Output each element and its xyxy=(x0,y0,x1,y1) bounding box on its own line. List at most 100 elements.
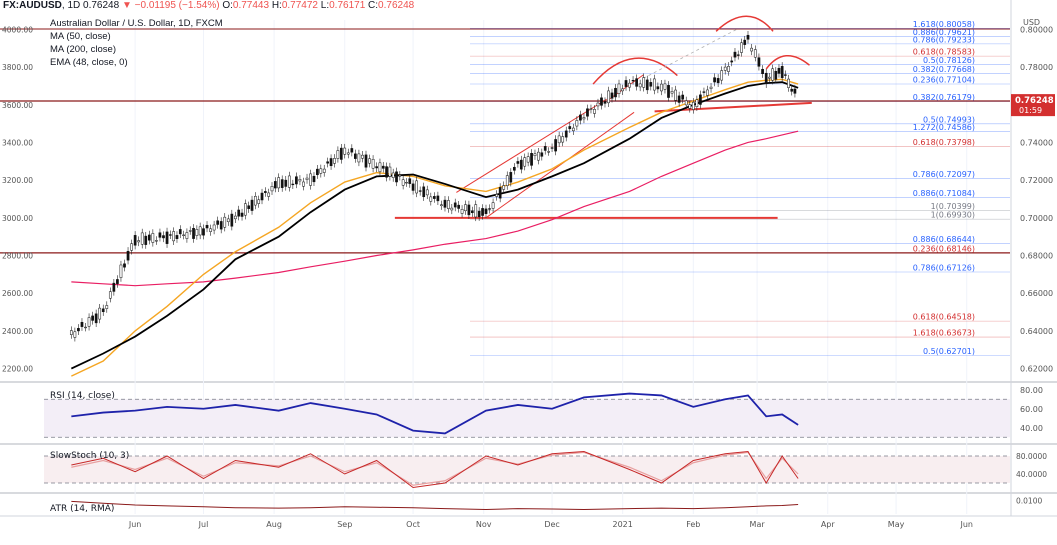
price-badge-value: 0.76248 xyxy=(1015,96,1054,106)
fib-level-label: 0.886(0.71084) xyxy=(913,189,975,198)
candle-body xyxy=(295,176,298,185)
candle-body xyxy=(350,148,354,153)
candle-body xyxy=(670,91,674,94)
candle-body xyxy=(147,234,151,241)
candle-body xyxy=(432,196,436,199)
candle-body xyxy=(312,175,316,183)
candle-body xyxy=(298,179,302,182)
candle-body xyxy=(603,101,607,104)
price-axis-label: 0.64000 xyxy=(1020,327,1053,336)
stoch-k-line xyxy=(71,450,799,489)
candle-body xyxy=(447,200,450,209)
candle-body xyxy=(488,208,491,210)
candle-body xyxy=(319,168,323,174)
candle-body xyxy=(436,195,440,202)
candle-body xyxy=(381,165,385,169)
candle-body xyxy=(784,74,787,76)
candle-body xyxy=(642,77,646,88)
candle-body xyxy=(589,108,593,110)
candle-body xyxy=(391,172,395,178)
fib-level-label: 0.236(0.77104) xyxy=(913,75,975,84)
candle-body xyxy=(212,224,216,231)
candle-body xyxy=(790,88,794,92)
price-badge-countdown: 01:59 xyxy=(1019,106,1042,115)
ema48-line xyxy=(71,78,799,377)
candle-body xyxy=(610,92,614,99)
candle-body xyxy=(244,203,247,216)
candle-body xyxy=(716,78,720,84)
candle-body xyxy=(168,234,172,236)
stoch-title: SlowStoch (10, 3) xyxy=(50,451,129,461)
candle-body xyxy=(635,78,638,87)
candle-body xyxy=(326,161,329,164)
fib-level-label: 0.886(0.68644) xyxy=(913,235,975,244)
candle-body xyxy=(165,231,169,244)
candle-body xyxy=(440,204,443,207)
price-axis-label: 0.78000 xyxy=(1020,63,1053,72)
candle-body xyxy=(677,95,681,103)
candle-body xyxy=(270,186,274,192)
legend-ma50[interactable]: MA (50, close) xyxy=(50,31,111,42)
candle-body xyxy=(395,171,398,183)
candle-body xyxy=(730,60,734,63)
candle-body xyxy=(582,117,586,120)
change-value: −0.01195 (−1.54%) xyxy=(134,0,220,11)
interval-label[interactable]: 1D xyxy=(67,0,81,11)
time-axis-label: May xyxy=(888,520,905,529)
left-axis-label: 3200.00 xyxy=(2,176,33,185)
candle-body xyxy=(516,161,520,164)
candle-body xyxy=(133,235,137,246)
price-series xyxy=(69,31,799,511)
candle-body xyxy=(505,175,509,186)
price-axis-label: 0.70000 xyxy=(1020,214,1053,223)
stoch-axis-label: 40.0000 xyxy=(1016,470,1047,479)
candle-body xyxy=(361,154,364,159)
candle-body xyxy=(219,221,223,230)
candle-body xyxy=(185,232,189,239)
candle-body xyxy=(537,151,540,161)
head-arc xyxy=(715,15,774,32)
legend-title[interactable]: Australian Dollar / U.S. Dollar, 1D, FXC… xyxy=(50,18,223,29)
candle-body xyxy=(464,204,467,212)
time-axis-label: 2021 xyxy=(613,520,633,529)
candle-body xyxy=(596,102,600,107)
candle-body xyxy=(267,192,271,197)
candle-body xyxy=(322,168,326,173)
candle-body xyxy=(457,204,461,209)
candle-body xyxy=(151,233,155,243)
candle-body xyxy=(607,90,610,104)
candle-body xyxy=(375,166,378,169)
fib-level-label: 1.618(0.80058) xyxy=(913,20,975,29)
candle-body xyxy=(429,196,433,202)
candle-body xyxy=(250,199,254,211)
rsi-axis-label: 60.00 xyxy=(1020,405,1043,414)
candle-body xyxy=(77,328,80,332)
time-axis-label: Oct xyxy=(406,520,420,529)
candle-body xyxy=(316,168,319,176)
candle-body xyxy=(188,230,192,232)
candle-body xyxy=(209,228,212,232)
candle-body xyxy=(600,97,603,106)
candle-body xyxy=(309,173,312,186)
candle-body xyxy=(137,240,141,243)
down-arrow-icon: ▼ xyxy=(121,0,132,11)
candle-body xyxy=(684,100,688,106)
candle-body xyxy=(182,234,185,236)
time-axis-label: Feb xyxy=(686,520,700,529)
candle-body xyxy=(260,192,264,201)
price-axis-label: 0.72000 xyxy=(1020,176,1053,185)
price-axis-label: 0.66000 xyxy=(1020,289,1053,298)
candle-body xyxy=(418,190,422,192)
candle-body xyxy=(101,308,105,313)
symbol-label[interactable]: FX:AUDUSD xyxy=(3,0,62,11)
legend-ma200[interactable]: MA (200, close) xyxy=(50,44,116,55)
left-axis-label: 2600.00 xyxy=(2,289,33,298)
candle-body xyxy=(368,158,371,164)
legend-ema48[interactable]: EMA (48, close, 0) xyxy=(50,57,128,68)
candle-body xyxy=(761,68,764,75)
candle-body xyxy=(481,208,484,216)
left-axis-label: 2400.00 xyxy=(2,327,33,336)
fib-level-label: 0.886(0.79621) xyxy=(913,28,975,37)
